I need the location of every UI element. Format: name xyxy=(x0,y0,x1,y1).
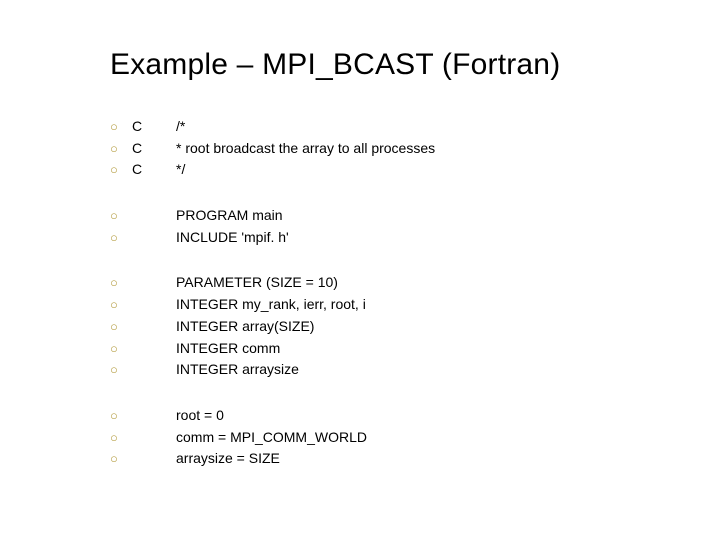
code-line: ○ comm = MPI_COMM_WORLD xyxy=(110,427,640,449)
code-text: INTEGER array(SIZE) xyxy=(176,316,640,338)
code-text: root = 0 xyxy=(176,405,640,427)
comment-marker: C xyxy=(132,159,176,181)
bullet-icon: ○ xyxy=(110,273,132,293)
code-line: ○ PARAMETER (SIZE = 10) xyxy=(110,272,640,294)
code-text: INTEGER arraysize xyxy=(176,359,640,381)
code-group-2: ○ PARAMETER (SIZE = 10) ○ INTEGER my_ran… xyxy=(110,272,640,380)
bullet-icon: ○ xyxy=(110,428,132,448)
code-line: ○ INTEGER arraysize xyxy=(110,359,640,381)
code-line: ○ INTEGER array(SIZE) xyxy=(110,316,640,338)
code-line: ○ arraysize = SIZE xyxy=(110,448,640,470)
bullet-icon: ○ xyxy=(110,360,132,380)
code-line: ○ C /* xyxy=(110,116,640,138)
code-text: PROGRAM main xyxy=(176,205,640,227)
bullet-icon: ○ xyxy=(110,317,132,337)
bullet-icon: ○ xyxy=(110,449,132,469)
comment-marker: C xyxy=(132,116,176,138)
code-line: ○ INTEGER my_rank, ierr, root, i xyxy=(110,294,640,316)
bullet-icon: ○ xyxy=(110,339,132,359)
bullet-icon: ○ xyxy=(110,160,132,180)
bullet-icon: ○ xyxy=(110,295,132,315)
bullet-icon: ○ xyxy=(110,406,132,426)
bullet-icon: ○ xyxy=(110,228,132,248)
slide-title: Example – MPI_BCAST (Fortran) xyxy=(110,48,640,82)
code-text: INTEGER comm xyxy=(176,338,640,360)
code-text: * root broadcast the array to all proces… xyxy=(176,138,640,160)
code-text: PARAMETER (SIZE = 10) xyxy=(176,272,640,294)
code-text: INTEGER my_rank, ierr, root, i xyxy=(176,294,640,316)
code-line: ○ C * root broadcast the array to all pr… xyxy=(110,138,640,160)
bullet-icon: ○ xyxy=(110,206,132,226)
code-group-1: ○ PROGRAM main ○ INCLUDE 'mpif. h' xyxy=(110,205,640,248)
code-group-0: ○ C /* ○ C * root broadcast the array to… xyxy=(110,116,640,181)
code-text: arraysize = SIZE xyxy=(176,448,640,470)
code-text: comm = MPI_COMM_WORLD xyxy=(176,427,640,449)
code-line: ○ C */ xyxy=(110,159,640,181)
code-line: ○ root = 0 xyxy=(110,405,640,427)
comment-marker: C xyxy=(132,138,176,160)
code-line: ○ INCLUDE 'mpif. h' xyxy=(110,227,640,249)
slide-content: ○ C /* ○ C * root broadcast the array to… xyxy=(110,116,640,470)
bullet-icon: ○ xyxy=(110,117,132,137)
code-line: ○ PROGRAM main xyxy=(110,205,640,227)
code-line: ○ INTEGER comm xyxy=(110,338,640,360)
slide: Example – MPI_BCAST (Fortran) ○ C /* ○ C… xyxy=(0,0,720,540)
code-group-3: ○ root = 0 ○ comm = MPI_COMM_WORLD ○ arr… xyxy=(110,405,640,470)
bullet-icon: ○ xyxy=(110,139,132,159)
code-text: INCLUDE 'mpif. h' xyxy=(176,227,640,249)
code-text: */ xyxy=(176,159,640,181)
code-text: /* xyxy=(176,116,640,138)
